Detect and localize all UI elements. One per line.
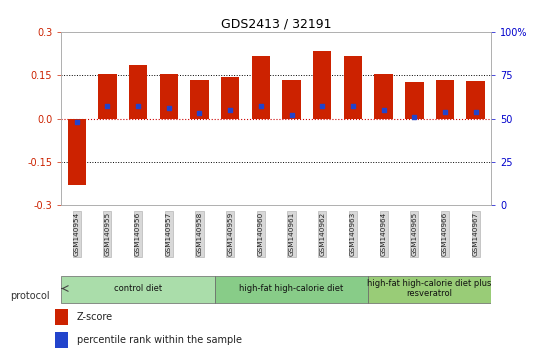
Bar xyxy=(190,80,209,119)
Text: GSM140960: GSM140960 xyxy=(258,212,264,256)
Point xyxy=(195,110,204,116)
Text: GSM140956: GSM140956 xyxy=(135,212,141,256)
Point xyxy=(257,104,266,109)
Bar xyxy=(98,74,117,119)
Text: protocol: protocol xyxy=(11,291,50,301)
Point xyxy=(287,112,296,118)
Bar xyxy=(221,77,239,119)
Text: GSM140966: GSM140966 xyxy=(442,212,448,256)
Point xyxy=(134,104,143,109)
Bar xyxy=(466,81,485,119)
Text: GSM140963: GSM140963 xyxy=(350,212,356,256)
Text: control diet: control diet xyxy=(114,284,162,293)
Point xyxy=(73,119,81,125)
Bar xyxy=(313,51,331,119)
Point xyxy=(471,109,480,114)
Bar xyxy=(160,74,178,119)
Text: GSM140962: GSM140962 xyxy=(319,212,325,256)
Bar xyxy=(344,56,362,119)
Point xyxy=(225,107,235,113)
FancyBboxPatch shape xyxy=(61,276,215,303)
Text: high-fat high-calorie diet plus
resveratrol: high-fat high-calorie diet plus resverat… xyxy=(368,279,492,298)
Text: GSM140957: GSM140957 xyxy=(166,212,172,256)
Point xyxy=(348,104,358,109)
Text: GSM140958: GSM140958 xyxy=(196,212,203,256)
Bar xyxy=(55,332,68,348)
FancyBboxPatch shape xyxy=(368,276,491,303)
Bar xyxy=(282,80,301,119)
Bar xyxy=(374,74,393,119)
Text: GSM140954: GSM140954 xyxy=(74,212,80,256)
Point xyxy=(103,104,112,109)
Bar xyxy=(129,65,147,119)
Text: GSM140955: GSM140955 xyxy=(104,212,110,256)
Text: GSM140961: GSM140961 xyxy=(288,212,295,256)
Bar xyxy=(405,82,424,119)
Text: percentile rank within the sample: percentile rank within the sample xyxy=(76,335,242,346)
Bar xyxy=(68,119,86,185)
Point xyxy=(379,107,388,113)
Text: GSM140964: GSM140964 xyxy=(381,212,387,256)
Bar xyxy=(55,309,68,325)
Text: GSM140959: GSM140959 xyxy=(227,212,233,256)
Point xyxy=(165,105,174,111)
Bar xyxy=(436,80,454,119)
Text: Z-score: Z-score xyxy=(76,312,113,322)
Text: GSM140967: GSM140967 xyxy=(473,212,479,256)
Text: GSM140965: GSM140965 xyxy=(411,212,417,256)
FancyBboxPatch shape xyxy=(215,276,368,303)
Text: high-fat high-calorie diet: high-fat high-calorie diet xyxy=(239,284,344,293)
Point xyxy=(441,109,450,114)
Point xyxy=(318,104,327,109)
Bar xyxy=(252,56,270,119)
Title: GDS2413 / 32191: GDS2413 / 32191 xyxy=(221,18,331,31)
Point xyxy=(410,114,418,120)
